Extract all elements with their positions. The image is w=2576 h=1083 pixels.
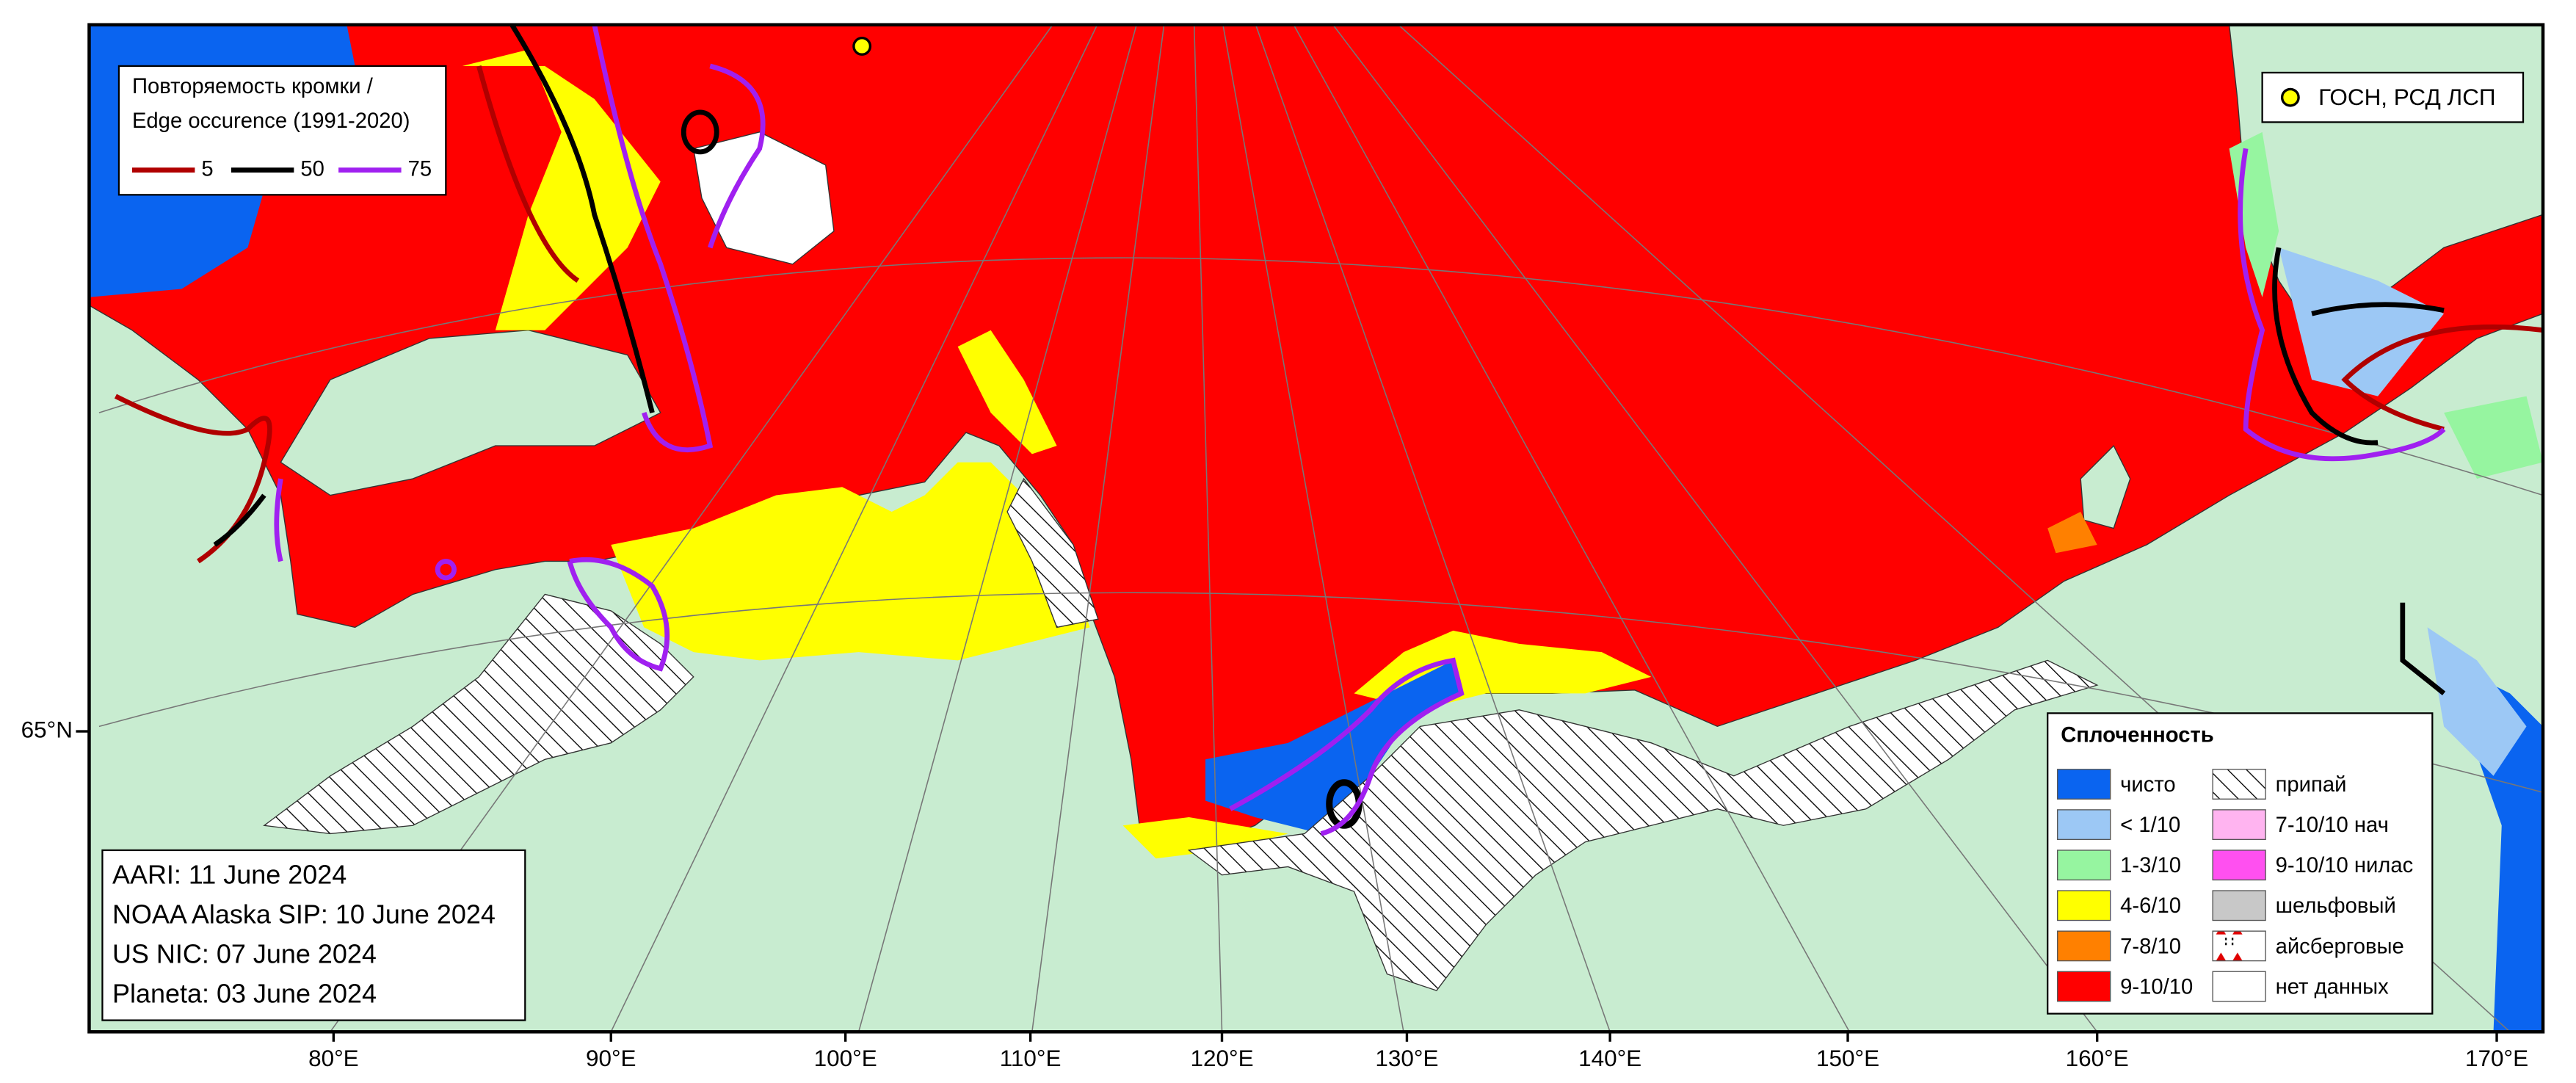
legend-swatch [2212,930,2266,962]
legend-swatch [2057,890,2111,921]
edge-legend-label: 75 [408,157,432,181]
legend-label: 9-10/10 [2120,975,2193,999]
edge-legend-label: 50 [300,157,324,181]
lon-label: 120°E [1190,1046,1253,1071]
legend-swatch [2057,930,2111,962]
legend-label: чисто [2120,773,2175,797]
legend-swatch [2057,850,2111,881]
lon-label: 140°E [1578,1046,1641,1071]
legend-label: 4-6/10 [2120,894,2181,918]
legend-swatch [2057,971,2111,1002]
legend-label: айсберговые [2276,935,2404,958]
edge-legend-title: Повторяемость кромки / [132,75,374,98]
source-line: AARI: 11 June 2024 [112,859,347,889]
lon-label: 130°E [1375,1046,1438,1071]
lon-label: 110°E [1000,1046,1062,1071]
ice-4-6 [611,462,1090,661]
island [2080,444,2131,529]
edge-legend-label: 5 [201,157,213,181]
legend-swatch [2212,809,2266,841]
legend-swatch [2212,971,2266,1002]
edge-legend-title: Edge occurence (1991-2020) [132,109,410,133]
map-frame [87,23,2545,1034]
source-line: Planeta: 03 June 2024 [112,978,377,1008]
lon-label: 160°E [2066,1046,2129,1071]
ice-4-6 [957,330,1057,454]
graticule [98,24,2544,1032]
sources-box [101,849,526,1021]
lon-label: 150°E [1816,1046,1879,1071]
legend-swatch [2057,809,2111,841]
legend-label: 1-3/10 [2120,854,2181,877]
lon-label: 100°E [814,1046,877,1071]
lat-label: 65°N [21,717,73,742]
edge-lines [114,24,2544,836]
legend-label: 7-10/10 нач [2276,814,2389,837]
fast-ice [1006,477,1099,629]
station-marker [852,37,872,56]
lon-label: 90°E [586,1046,636,1071]
ice-7-8 [2047,512,2097,554]
edge-legend-box [117,65,447,196]
lon-label: 170°E [2465,1046,2528,1071]
station-legend-marker [2280,87,2300,107]
fast-ice [263,593,694,835]
legend-swatch [2212,769,2266,800]
legend-label: припай [2276,773,2347,797]
legend-label: < 1/10 [2120,814,2180,837]
fast-ice [1187,659,2099,991]
thin-ice [2427,627,2527,776]
source-line: US NIC: 07 June 2024 [112,938,377,968]
open-water [1205,660,1462,834]
land [89,305,2544,1032]
station-legend-box [2261,71,2525,123]
legend-label: нет данных [2276,975,2390,999]
legend-label: 9-10/10 нилас [2276,854,2414,877]
legend-label: шельфовый [2276,894,2396,918]
legend-label: 7-8/10 [2120,935,2181,958]
land [280,330,661,496]
legend-swatch [2212,890,2266,921]
legend-swatch [2212,850,2266,881]
ice-4-6 [1122,816,1288,859]
overlays: 80°E 90°E 100°E 110°E 120°E 130°E 140°E 150°E 16… [21,65,2528,1071]
thin-ice [2279,247,2445,396]
legend-swatch [2057,769,2111,800]
open-water [2444,660,2544,1032]
station-legend-label: ГОСН, РСД ЛСП [2318,84,2495,110]
island [692,131,835,265]
ice-1-3 [2444,396,2544,479]
concentration-legend-title: Сплоченность [2061,724,2214,747]
lon-label: 80°E [308,1046,359,1071]
source-line: NOAA Alaska SIP: 10 June 2024 [112,899,496,929]
